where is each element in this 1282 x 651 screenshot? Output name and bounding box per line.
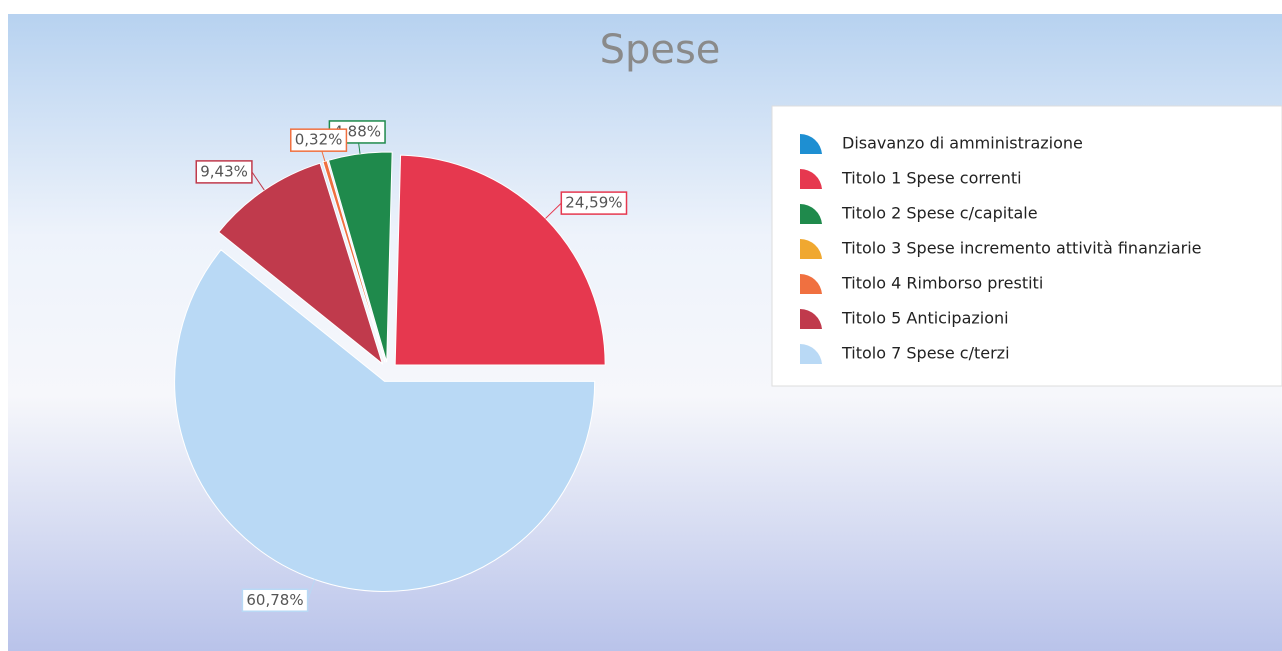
data-label: 24,59% — [565, 194, 622, 212]
data-label: 0,32% — [295, 131, 343, 149]
legend-swatch — [800, 238, 822, 259]
legend-label: Titolo 1 Spese correnti — [841, 169, 1022, 188]
leader-line — [251, 171, 265, 191]
legend-label: Titolo 3 Spese incremento attività finan… — [841, 239, 1202, 258]
data-label-box — [195, 160, 253, 184]
legend-swatch — [800, 133, 822, 154]
data-label-box — [560, 191, 628, 215]
data-label-box — [241, 588, 309, 613]
legend-swatch — [800, 343, 822, 364]
legend-swatch — [800, 168, 822, 189]
pie-slice — [394, 154, 606, 366]
data-label: 9,43% — [200, 162, 248, 180]
legend-label: Disavanzo di amministrazione — [842, 134, 1083, 153]
legend-label: Titolo 4 Rimborso prestiti — [841, 274, 1043, 293]
legend-label: Titolo 5 Anticipazioni — [841, 309, 1009, 328]
legend-swatch — [800, 203, 822, 224]
leader-line — [307, 579, 316, 601]
legend-swatch — [800, 273, 822, 294]
leader-line — [545, 202, 562, 219]
legend-swatch — [800, 308, 822, 329]
legend-label: Titolo 2 Spese c/capitale — [841, 204, 1038, 223]
data-label: 60,78% — [246, 591, 303, 609]
data-label-box — [290, 128, 348, 152]
chart-title: Spese — [600, 27, 721, 73]
legend-label: Titolo 7 Spese c/terzi — [841, 344, 1010, 363]
pie-slice — [174, 249, 596, 592]
legend — [771, 105, 1282, 387]
pie-slice — [218, 162, 384, 366]
